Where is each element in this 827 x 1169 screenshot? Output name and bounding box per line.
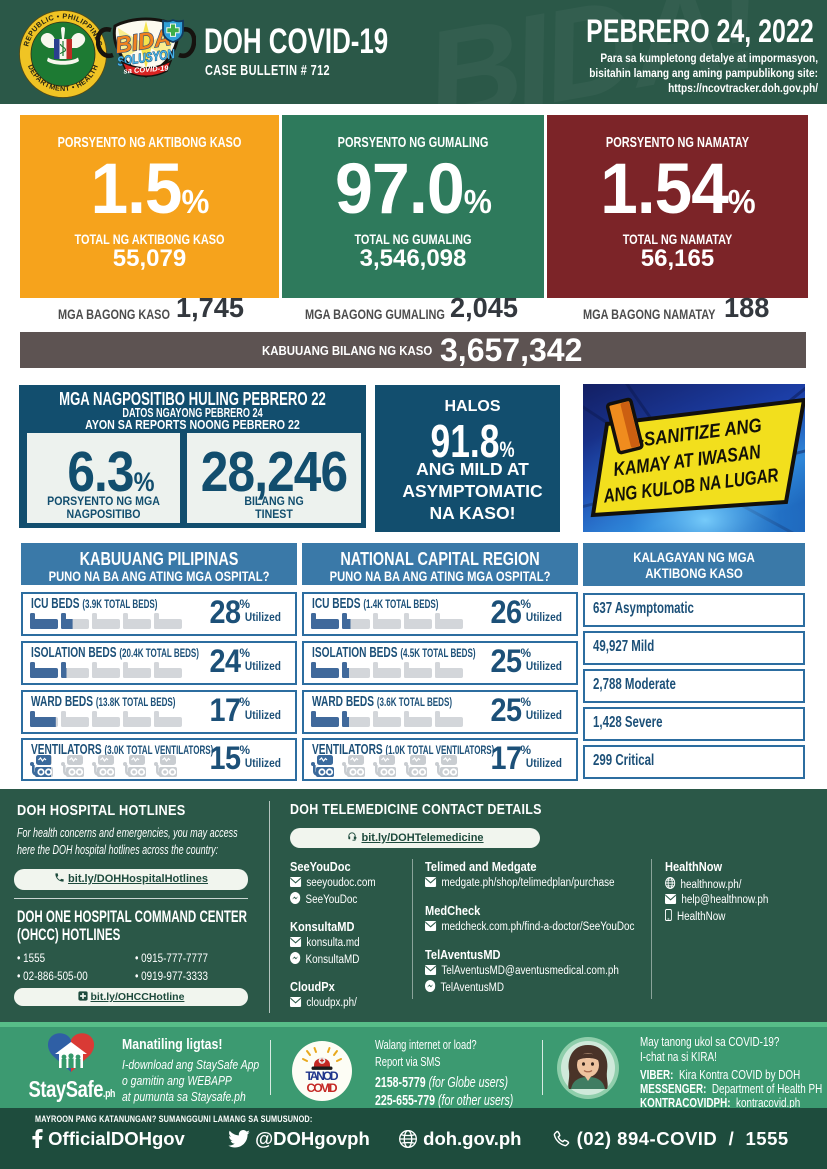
svg-text:sa COVID-19: sa COVID-19 — [123, 63, 169, 75]
svg-text:COVID: COVID — [307, 1081, 338, 1095]
svg-text:TANOD: TANOD — [306, 1069, 339, 1083]
